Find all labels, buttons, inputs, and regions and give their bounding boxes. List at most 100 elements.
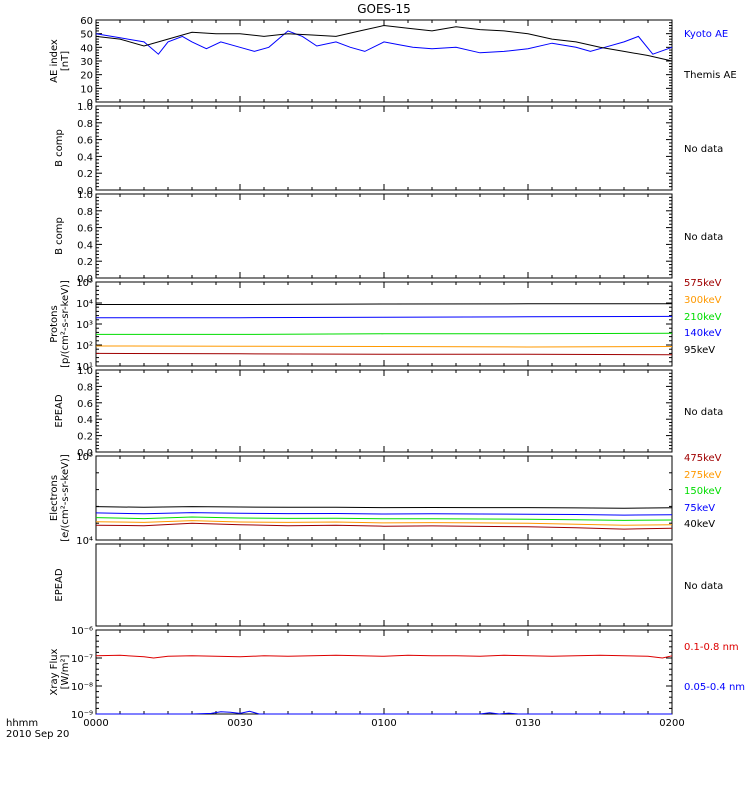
ylabel-b1: B comp	[54, 129, 65, 167]
no-data-label: No data	[684, 144, 723, 155]
xtick-label: 0100	[371, 718, 396, 729]
ytick-label: 10²	[76, 341, 93, 352]
legend-ae-1: Themis AE	[683, 70, 737, 81]
panel-b1: 0.0 0.2 0.4 0.6 0.8 1.0 B comp No data	[54, 102, 723, 197]
ytick-label: 10⁻⁷	[71, 654, 93, 665]
ytick-label: 0.2	[77, 432, 93, 443]
ytick-label: 1.0	[77, 190, 93, 201]
ytick-label: 10⁵	[76, 278, 93, 289]
panel-epead1-frame	[95, 369, 673, 453]
ylabel-ae: [nT]	[60, 51, 71, 71]
ytick-label: 0.8	[77, 382, 93, 393]
ylabel-electrons: [e/(cm²-s-sr-keV)]	[60, 454, 71, 542]
ytick-label: 10⁴	[76, 536, 93, 547]
ylabel-epead2: EPEAD	[54, 568, 65, 602]
xtick-label: 0130	[515, 718, 540, 729]
series-xray-1	[96, 710, 672, 715]
ylabel-epead1: EPEAD	[54, 394, 65, 428]
ytick-label: 0.6	[77, 399, 93, 410]
legend-electrons-1: 275keV	[684, 470, 722, 481]
legend-electrons-0: 475keV	[684, 453, 722, 464]
ytick-label: 0	[87, 98, 93, 109]
panel-electrons-frame	[95, 455, 673, 541]
legend-electrons-2: 150keV	[684, 486, 722, 497]
ytick-label: 0.0	[77, 186, 93, 197]
ylabel-xray: Xray Flux	[49, 648, 60, 695]
ylabel-b2: B comp	[54, 217, 65, 255]
ytick-label: 0.2	[77, 169, 93, 180]
panel-b1-frame	[95, 105, 673, 191]
legend-ae-0: Kyoto AE	[684, 29, 728, 40]
series-electrons-4	[95, 506, 673, 509]
ylabel-protons: Protons	[49, 305, 60, 342]
ytick-label: 0.4	[77, 415, 93, 426]
ytick-label: 10³	[76, 320, 93, 331]
panel-epead2-frame	[95, 543, 673, 627]
ytick-label: 40	[80, 43, 93, 54]
legend-protons-2: 210keV	[684, 312, 722, 323]
series-xray-0	[95, 654, 673, 659]
series-electrons-0	[95, 522, 673, 530]
panel-b2-frame	[95, 193, 673, 279]
ytick-label: 10⁴	[76, 299, 93, 310]
date-label: 2010 Sep 20	[6, 729, 69, 740]
ytick-label: 0.0	[77, 274, 93, 285]
series-protons-0	[95, 352, 673, 356]
ylabel-ae: AE index	[49, 39, 60, 83]
ytick-label: 1.0	[77, 366, 93, 377]
ytick-label: 10¹	[76, 362, 93, 373]
chart-title: GOES-15	[357, 2, 411, 16]
ytick-label: 10⁻⁶	[71, 626, 93, 637]
ytick-label: 10⁻⁸	[71, 682, 93, 693]
series-protons-3	[96, 315, 673, 319]
ylabel-protons: [p/(cm²-s-sr-keV)]	[60, 280, 71, 368]
ylabel-electrons: Electrons	[49, 475, 60, 521]
legend-protons-3: 140keV	[684, 328, 722, 339]
panel-xray-frame	[95, 629, 673, 715]
panel-ae: 0 10 20 30 40 50 60 AE index [nT] Kyoto AE Themis …	[49, 16, 737, 109]
panel-protons: 10¹ 10² 10³ 10⁴ 10⁵ Protons [p/(cm²-s-sr-keV)]…	[49, 278, 722, 373]
ytick-label: 10	[80, 84, 93, 95]
xtick-label: 0000	[83, 718, 108, 729]
x-axis: 0000 0030 0100 0130 0200	[83, 718, 684, 729]
ytick-label: 20	[80, 71, 93, 82]
series-protons-1	[95, 345, 673, 348]
ytick-label: 0.4	[77, 152, 93, 163]
panels-group: 0 10 20 30 40 50 60 AE index [nT] Kyoto AE Themis …	[49, 16, 745, 721]
ytick-label: 50	[80, 30, 93, 41]
series-electrons-3	[95, 512, 673, 516]
legend-electrons-3: 75keV	[684, 503, 715, 514]
ytick-label: 1.0	[77, 102, 93, 113]
panel-b2: 0.0 0.2 0.4 0.6 0.8 1.0 B comp No data	[54, 190, 723, 285]
ytick-label: 0.8	[77, 207, 93, 218]
ytick-label: 0.6	[77, 224, 93, 235]
series-electrons-2	[95, 516, 673, 521]
legend-protons-0: 575keV	[684, 278, 722, 289]
xtick-label: 0030	[227, 718, 252, 729]
series-ae-0	[95, 30, 673, 55]
ytick-label: 0.6	[77, 136, 93, 147]
series-ae-1	[95, 24, 673, 62]
panel-electrons: 10⁴ 10⁵ Electrons [e/(cm²-s-sr-keV)] 475keV 2…	[49, 452, 722, 547]
series-protons-2	[96, 332, 673, 335]
legend-protons-4: 95keV	[684, 345, 715, 356]
ylabel-xray: [W/m²]	[60, 654, 71, 689]
panel-epead2: EPEAD No data	[54, 543, 723, 627]
ytick-label: 60	[80, 16, 93, 27]
ytick-label: 0.0	[77, 448, 93, 459]
no-data-label: No data	[684, 581, 723, 592]
legend-xray-0: 0.1-0.8 nm	[684, 642, 739, 653]
series-protons-4	[96, 303, 672, 305]
no-data-label: No data	[684, 232, 723, 243]
panel-epead1: 0.0 0.2 0.4 0.6 0.8 1.0 EPEAD No data	[54, 366, 723, 459]
xtick-label: 0200	[659, 718, 684, 729]
ytick-label: 30	[80, 57, 93, 68]
ytick-label: 10⁵	[76, 452, 93, 463]
panel-xray: 10⁻⁹ 10⁻⁸ 10⁻⁷ 10⁻⁶ Xray Flux [W/m²] 0.1-0.8 n…	[49, 626, 745, 721]
x-corner-label: hhmm	[6, 718, 38, 729]
ytick-label: 0.4	[77, 240, 93, 251]
legend-electrons-4: 40keV	[684, 519, 715, 530]
series-electrons-1	[95, 520, 673, 526]
legend-protons-1: 300keV	[684, 295, 722, 306]
